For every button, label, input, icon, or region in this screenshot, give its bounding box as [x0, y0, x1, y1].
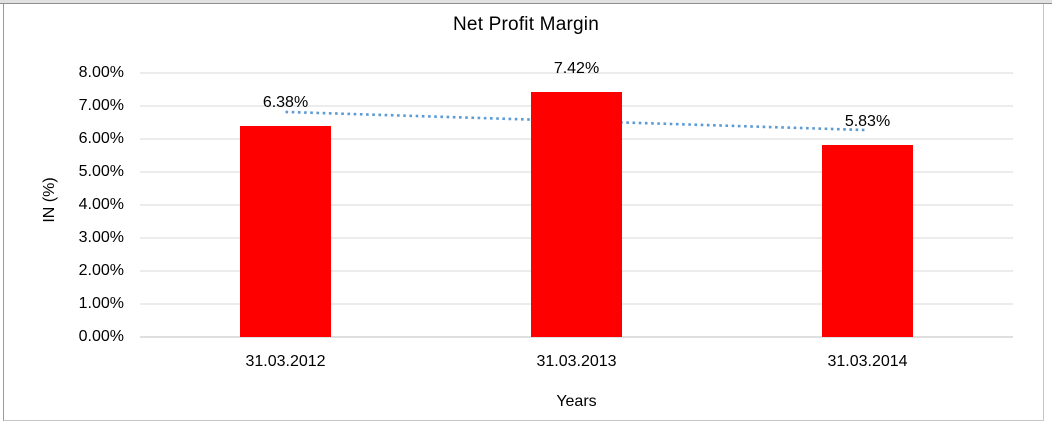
x-tick-label-31.03.2012: 31.03.2012: [245, 353, 326, 370]
bar-31.03.2014[interactable]: [822, 144, 913, 337]
bar-31.03.2012[interactable]: [240, 126, 331, 337]
data-label-31.03.2012: 6.38%: [262, 94, 309, 112]
y-tick-label: 5.00%: [78, 163, 124, 180]
x-tick-label-31.03.2014: 31.03.2014: [827, 353, 908, 370]
x-axis-title: Years: [556, 393, 597, 410]
chart-title: Net Profit Margin: [453, 14, 599, 35]
data-label-31.03.2014: 5.83%: [844, 112, 891, 130]
x-tick-label-31.03.2013: 31.03.2013: [536, 353, 617, 370]
data-label-31.03.2013: 7.42%: [553, 60, 600, 78]
bar-31.03.2013[interactable]: [531, 92, 622, 337]
y-tick-label: 4.00%: [78, 196, 124, 213]
y-tick-label: 2.00%: [78, 262, 124, 279]
window-top-edge: [0, 0, 1052, 4]
chart-border: [3, 4, 1044, 421]
y-tick-label: 0.00%: [78, 328, 124, 345]
y-tick-label: 7.00%: [78, 97, 124, 114]
y-tick-label: 6.00%: [78, 130, 124, 147]
y-tick-label: 3.00%: [78, 229, 124, 246]
y-tick-label: 1.00%: [78, 295, 124, 312]
y-tick-label: 8.00%: [78, 64, 124, 81]
